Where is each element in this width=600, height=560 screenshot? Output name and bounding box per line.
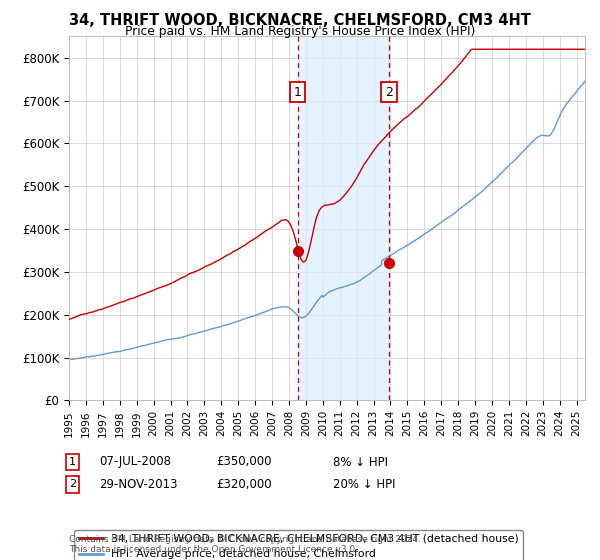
Text: 20% ↓ HPI: 20% ↓ HPI — [333, 478, 395, 491]
Text: 2: 2 — [69, 479, 76, 489]
Text: 29-NOV-2013: 29-NOV-2013 — [99, 478, 178, 491]
Legend: 34, THRIFT WOOD, BICKNACRE, CHELMSFORD, CM3 4HT (detached house), HPI: Average p: 34, THRIFT WOOD, BICKNACRE, CHELMSFORD, … — [74, 530, 523, 560]
Text: 1: 1 — [294, 86, 302, 99]
Text: 8% ↓ HPI: 8% ↓ HPI — [333, 455, 388, 469]
Text: 34, THRIFT WOOD, BICKNACRE, CHELMSFORD, CM3 4HT: 34, THRIFT WOOD, BICKNACRE, CHELMSFORD, … — [69, 13, 531, 28]
Text: Price paid vs. HM Land Registry's House Price Index (HPI): Price paid vs. HM Land Registry's House … — [125, 25, 475, 38]
Text: £320,000: £320,000 — [216, 478, 272, 491]
Text: 1: 1 — [69, 457, 76, 467]
Bar — [298, 36, 389, 400]
Text: 2: 2 — [385, 86, 393, 99]
Text: £350,000: £350,000 — [216, 455, 271, 469]
Text: 07-JUL-2008: 07-JUL-2008 — [99, 455, 171, 469]
Text: Contains HM Land Registry data © Crown copyright and database right 2024.
This d: Contains HM Land Registry data © Crown c… — [69, 535, 421, 554]
